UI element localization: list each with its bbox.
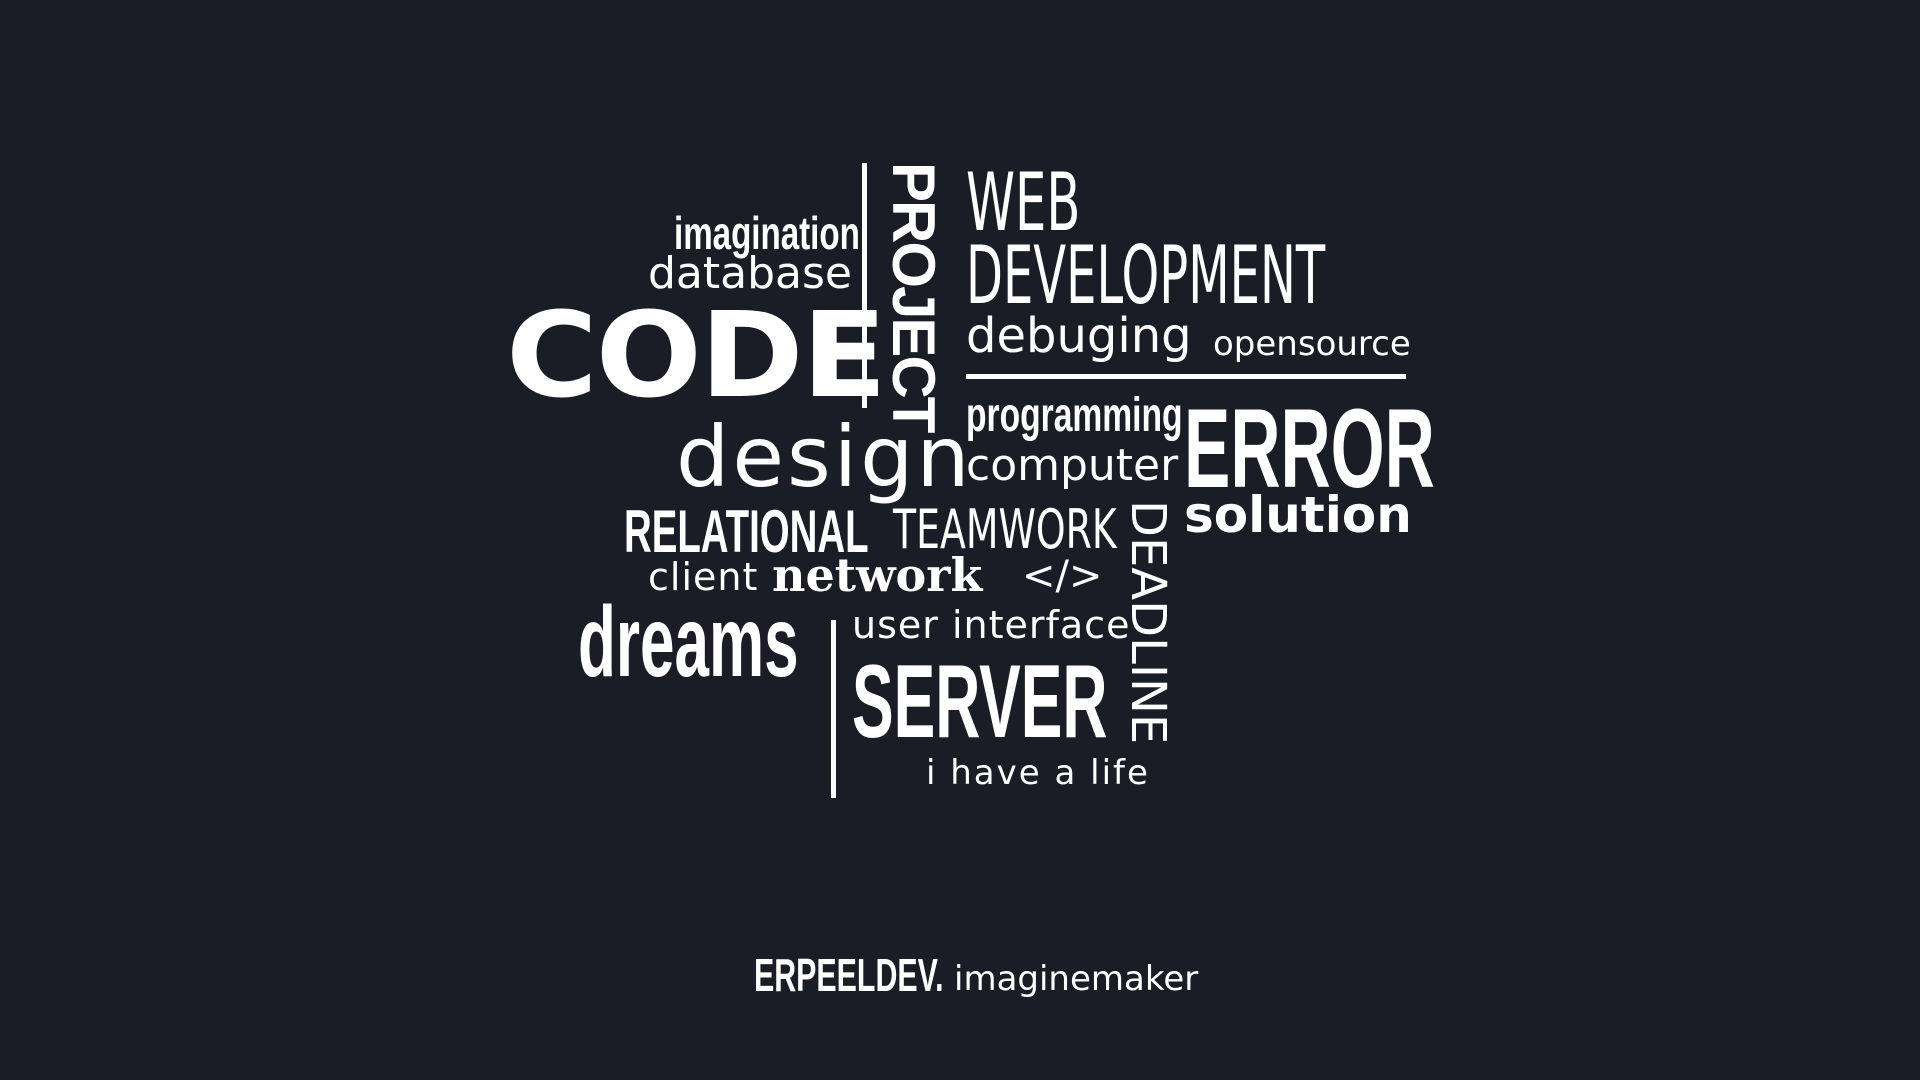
word-user-interface: user interface — [852, 603, 1131, 647]
word-web: WEB — [966, 156, 1081, 249]
divider-vertical-left — [862, 163, 867, 408]
word-dreams: dreams — [578, 586, 799, 698]
word-error: ERROR — [1184, 386, 1435, 511]
word-design: design — [676, 408, 973, 506]
word-project: PROJECT — [880, 162, 947, 432]
word-teamwork: TEAMWORK — [893, 498, 1117, 561]
word-relational: RELATIONAL — [624, 498, 869, 565]
word-network: network — [772, 548, 983, 602]
word-opensource: opensource — [1213, 324, 1411, 364]
word-server: SERVER — [852, 644, 1108, 760]
word-development: DEVELOPMENT — [966, 229, 1326, 322]
footer-brand: ERPEELDEV. — [754, 949, 944, 1001]
word-computer: computer — [966, 440, 1179, 491]
word-i-have-a-life: i have a life — [926, 753, 1150, 793]
word-solution: solution — [1184, 486, 1412, 544]
divider-horizontal — [966, 374, 1406, 379]
footer-tagline: imaginemaker — [954, 959, 1199, 999]
word-client: client — [648, 555, 759, 599]
word-programming: programming — [966, 389, 1183, 442]
divider-vertical-bottom — [831, 620, 836, 798]
word-database: database — [648, 248, 852, 299]
word-code: CODE — [506, 286, 887, 424]
word-deadline: DEADLINE — [1120, 500, 1176, 745]
word-imagination: imagination — [674, 207, 860, 259]
word-code-tag: </> — [1022, 553, 1103, 599]
word-debuging: debuging — [966, 308, 1192, 364]
